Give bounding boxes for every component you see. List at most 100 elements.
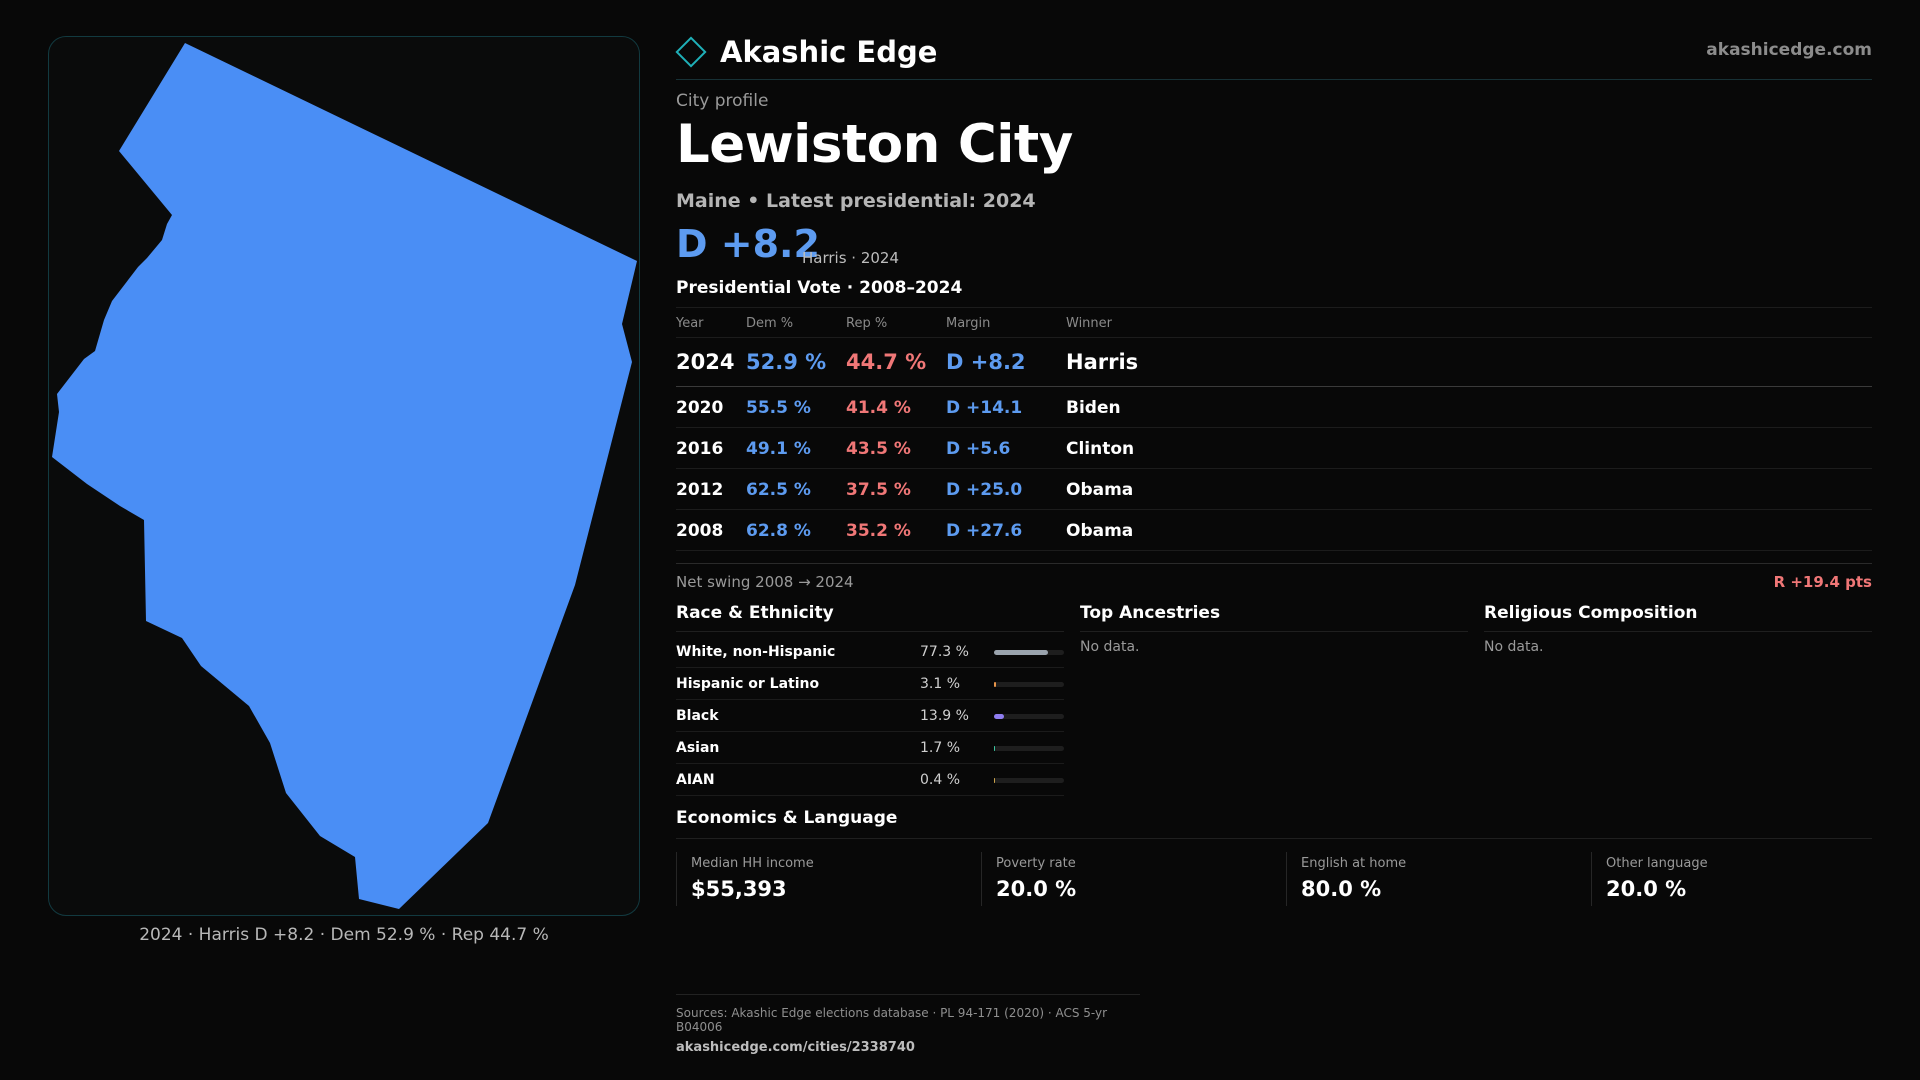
header-divider <box>676 79 1872 80</box>
race-name: AIAN <box>676 772 715 788</box>
race-list: White, non-Hispanic 77.3 % Hispanic or L… <box>676 636 1064 796</box>
race-bar-track <box>994 650 1064 655</box>
cell-winner: Clinton <box>1066 439 1135 459</box>
table-row: 2012 62.5 % 37.5 % D +25.0 Obama <box>676 469 1872 510</box>
net-swing: Net swing 2008 → 2024 R +19.4 pts <box>676 563 1872 593</box>
race-percent: 13.9 % <box>920 708 969 724</box>
cell-margin: D +25.0 <box>946 480 1023 500</box>
column-header-rep: Rep % <box>846 316 888 331</box>
race-bar-fill <box>994 682 997 687</box>
cell-winner: Obama <box>1066 480 1134 500</box>
cell-rep: 44.7 % <box>846 350 927 374</box>
table-row: 2008 62.8 % 35.2 % D +27.6 Obama <box>676 510 1872 551</box>
cell-rep: 41.4 % <box>846 398 911 418</box>
cell-dem: 55.5 % <box>746 398 811 418</box>
page-subtitle: Maine • Latest presidential: 2024 <box>676 190 1036 212</box>
cell-dem: 52.9 % <box>746 350 827 374</box>
race-percent: 0.4 % <box>920 772 961 788</box>
race-bar-fill <box>994 746 996 751</box>
race-row: Hispanic or Latino 3.1 % <box>676 668 1064 700</box>
map-caption: 2024 · Harris D +8.2 · Dem 52.9 % · Rep … <box>139 925 549 945</box>
cell-year: 2024 <box>676 350 735 374</box>
religion-section: Religious Composition No data. <box>1484 603 1872 655</box>
economics-title: Economics & Language <box>676 808 1872 839</box>
cell-rep: 35.2 % <box>846 521 911 541</box>
stat-label: English at home <box>1301 856 1407 871</box>
footer-sources: Sources: Akashic Edge elections database… <box>676 1006 1108 1034</box>
table-header: Year Dem % Rep % Margin Winner <box>676 307 1872 338</box>
race-bar-fill <box>994 650 1049 655</box>
brand-name: Akashic Edge <box>720 35 938 69</box>
race-percent: 3.1 % <box>920 676 961 692</box>
diamond-outline-icon <box>675 36 707 68</box>
presidential-vote-title: Presidential Vote · 2008–2024 <box>676 278 963 298</box>
column-header-year: Year <box>676 316 704 331</box>
ancestries-empty: No data. <box>1080 639 1140 655</box>
stat-card-poverty: Poverty rate 20.0 % <box>981 852 1286 906</box>
headline-margin-note: Harris · 2024 <box>802 249 900 267</box>
stat-value: 20.0 % <box>996 877 1077 901</box>
site-link[interactable]: akashicedge.com <box>1706 40 1872 60</box>
race-name: White, non-Hispanic <box>676 644 836 660</box>
cell-winner: Harris <box>1066 350 1139 374</box>
race-ethnicity-title: Race & Ethnicity <box>676 603 1064 632</box>
ancestries-title: Top Ancestries <box>1080 603 1468 632</box>
brand[interactable]: Akashic Edge <box>675 34 938 70</box>
religion-title: Religious Composition <box>1484 603 1872 632</box>
city-profile-content: Akashic Edge akashicedge.com City profil… <box>675 0 1872 1080</box>
column-header-dem: Dem % <box>746 316 794 331</box>
net-swing-label: Net swing 2008 → 2024 <box>676 573 854 591</box>
cell-winner: Biden <box>1066 398 1121 418</box>
race-bar-fill <box>994 714 1004 719</box>
race-name: Hispanic or Latino <box>676 676 820 692</box>
headline-margin: D +8.2 <box>676 222 820 266</box>
cell-margin: D +5.6 <box>946 439 1011 459</box>
stat-value: 20.0 % <box>1606 877 1687 901</box>
stat-label: Median HH income <box>691 856 814 871</box>
race-bar-track <box>994 714 1064 719</box>
race-name: Black <box>676 708 719 724</box>
race-percent: 77.3 % <box>920 644 969 660</box>
religion-empty: No data. <box>1484 639 1544 655</box>
race-row: Asian 1.7 % <box>676 732 1064 764</box>
page-kicker: City profile <box>676 91 769 111</box>
cell-dem: 62.8 % <box>746 521 811 541</box>
cell-year: 2008 <box>676 521 724 541</box>
table-row: 2024 52.9 % 44.7 % D +8.2 Harris <box>676 338 1872 387</box>
cell-rep: 37.5 % <box>846 480 911 500</box>
table-row: 2020 55.5 % 41.4 % D +14.1 Biden <box>676 387 1872 428</box>
race-ethnicity-section: Race & Ethnicity White, non-Hispanic 77.… <box>676 603 1064 796</box>
race-bar-track <box>994 746 1064 751</box>
race-bar-track <box>994 778 1064 783</box>
race-row: White, non-Hispanic 77.3 % <box>676 636 1064 668</box>
race-percent: 1.7 % <box>920 740 961 756</box>
stat-value: $55,393 <box>691 877 787 901</box>
stat-label: Other language <box>1606 856 1708 871</box>
race-row: Black 13.9 % <box>676 700 1064 732</box>
stat-label: Poverty rate <box>996 856 1076 871</box>
footer-url[interactable]: akashicedge.com/cities/2338740 <box>676 1040 915 1055</box>
table-row: 2016 49.1 % 43.5 % D +5.6 Clinton <box>676 428 1872 469</box>
stat-card-income: Median HH income $55,393 <box>676 852 981 906</box>
footer: Sources: Akashic Edge elections database… <box>676 994 1140 1055</box>
city-boundary-shape[interactable] <box>52 43 637 909</box>
column-header-margin: Margin <box>946 316 991 331</box>
cell-year: 2016 <box>676 439 724 459</box>
cell-dem: 62.5 % <box>746 480 811 500</box>
race-bar-track <box>994 682 1064 687</box>
cell-winner: Obama <box>1066 521 1134 541</box>
stat-card-other-language: Other language 20.0 % <box>1591 852 1872 906</box>
presidential-vote-table: Year Dem % Rep % Margin Winner 2024 52.9… <box>676 307 1872 551</box>
cell-margin: D +8.2 <box>946 350 1026 374</box>
column-header-winner: Winner <box>1066 316 1113 331</box>
cell-year: 2012 <box>676 480 724 500</box>
cell-margin: D +27.6 <box>946 521 1023 541</box>
ancestries-section: Top Ancestries No data. <box>1080 603 1468 655</box>
cell-rep: 43.5 % <box>846 439 911 459</box>
city-shape-map <box>52 43 637 909</box>
stat-value: 80.0 % <box>1301 877 1382 901</box>
race-row: AIAN 0.4 % <box>676 764 1064 796</box>
cell-margin: D +14.1 <box>946 398 1023 418</box>
net-swing-value: R +19.4 pts <box>1773 573 1872 591</box>
page-title: Lewiston City <box>676 114 1073 175</box>
